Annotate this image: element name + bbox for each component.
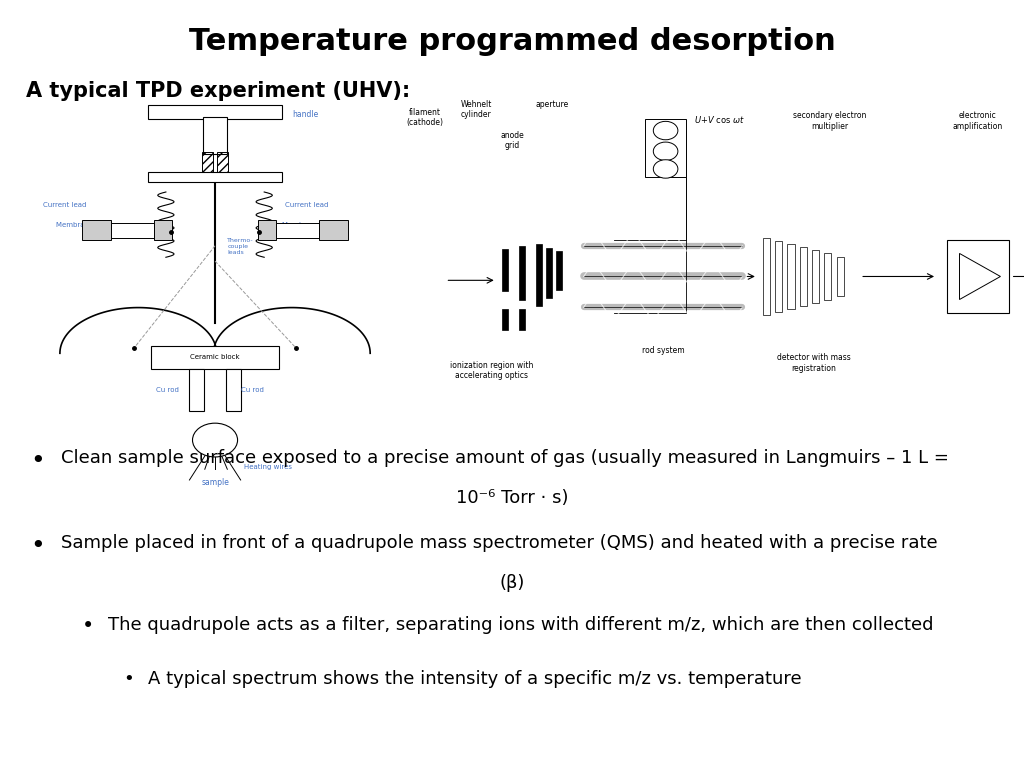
Bar — [787, 244, 795, 309]
Bar — [154, 220, 172, 240]
Text: Sample placed in front of a quadrupole mass spectrometer (QMS) and heated with a: Sample placed in front of a quadrupole m… — [61, 534, 938, 551]
Circle shape — [653, 142, 678, 161]
Text: •: • — [82, 616, 94, 636]
Text: +: + — [662, 164, 670, 174]
Text: Cu rod: Cu rod — [241, 387, 263, 392]
Bar — [645, 119, 686, 177]
Text: filament
(cathode): filament (cathode) — [407, 108, 443, 127]
Bar — [519, 309, 525, 330]
Bar — [519, 246, 525, 300]
Text: ionization region with
accelerating optics: ionization region with accelerating opti… — [450, 361, 534, 380]
Text: •: • — [123, 670, 133, 687]
Bar — [148, 172, 282, 182]
Text: Temperature programmed desorption: Temperature programmed desorption — [188, 27, 836, 56]
Bar — [203, 117, 227, 154]
Text: •: • — [31, 534, 45, 558]
Text: rod system: rod system — [642, 346, 684, 356]
Text: Membrane bellows: Membrane bellows — [56, 222, 122, 227]
Text: secondary electron
multiplier: secondary electron multiplier — [793, 111, 866, 131]
Bar — [82, 220, 111, 240]
Bar — [226, 369, 241, 411]
Text: sample: sample — [201, 478, 229, 487]
Bar — [824, 253, 831, 300]
Bar — [763, 238, 770, 315]
Bar — [837, 257, 844, 296]
Text: Wehnelt
cylinder: Wehnelt cylinder — [461, 100, 492, 119]
Text: −: − — [660, 146, 671, 157]
Bar — [258, 220, 276, 240]
Text: (β): (β) — [500, 574, 524, 591]
Text: A typical TPD experiment (UHV):: A typical TPD experiment (UHV): — [26, 81, 410, 101]
Text: aperture: aperture — [536, 100, 568, 109]
Bar — [546, 248, 552, 297]
Bar — [276, 223, 319, 238]
Text: Ceramic block: Ceramic block — [190, 354, 240, 360]
Text: +: + — [662, 125, 670, 136]
Bar — [202, 152, 213, 177]
Text: $U$+$V$ cos $\omega t$: $U$+$V$ cos $\omega t$ — [694, 114, 745, 124]
Text: Membrane bellows: Membrane bellows — [282, 222, 347, 227]
Bar — [536, 244, 542, 306]
Text: Thermo-
couple
leads: Thermo- couple leads — [227, 238, 254, 255]
Bar — [217, 152, 228, 177]
Text: handle: handle — [292, 110, 318, 119]
Bar — [947, 240, 1009, 313]
Bar — [111, 223, 154, 238]
Bar — [556, 251, 562, 290]
Text: Heating wires: Heating wires — [244, 464, 292, 470]
Text: The quadrupole acts as a filter, separating ions with different m/z, which are t: The quadrupole acts as a filter, separat… — [108, 616, 933, 634]
Bar — [502, 249, 508, 291]
Bar — [812, 250, 819, 303]
Circle shape — [653, 121, 678, 140]
Text: Clean sample surface exposed to a precise amount of gas (usually measured in Lan: Clean sample surface exposed to a precis… — [61, 449, 949, 467]
Bar — [502, 309, 508, 330]
Text: •: • — [31, 449, 45, 473]
Bar — [775, 241, 782, 312]
Text: electronic
amplification: electronic amplification — [952, 111, 1004, 131]
Text: anode
grid: anode grid — [500, 131, 524, 150]
Bar — [800, 247, 807, 306]
Polygon shape — [959, 253, 1000, 300]
Bar — [189, 369, 204, 411]
Circle shape — [653, 160, 678, 178]
Bar — [148, 105, 282, 119]
Text: 10⁻⁶ Torr · s): 10⁻⁶ Torr · s) — [456, 489, 568, 507]
Bar — [319, 220, 348, 240]
Text: Cu rod: Cu rod — [156, 387, 178, 392]
Text: Current lead: Current lead — [285, 202, 328, 208]
Text: A typical spectrum shows the intensity of a specific m/z vs. temperature: A typical spectrum shows the intensity o… — [148, 670, 802, 687]
Text: Current lead: Current lead — [43, 202, 86, 208]
Text: detector with mass
registration: detector with mass registration — [777, 353, 851, 372]
Bar — [152, 346, 279, 369]
Circle shape — [193, 423, 238, 457]
